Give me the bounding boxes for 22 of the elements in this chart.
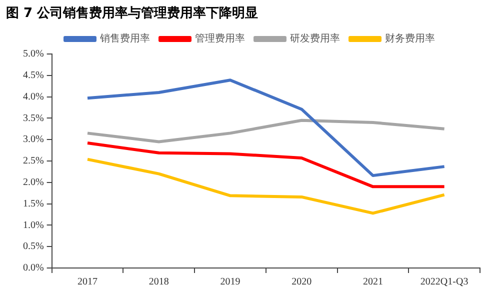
legend-label: 管理费用率 (195, 32, 245, 45)
legend-label: 财务费用率 (385, 32, 435, 45)
legend-label: 销售费用率 (99, 32, 150, 45)
x-tick-label: 2019 (220, 276, 240, 288)
y-tick-label: 1.0% (22, 220, 44, 231)
x-tick-label: 2020 (292, 276, 312, 288)
y-tick-label: 3.0% (22, 134, 44, 146)
legend-label: 研发费用率 (290, 32, 340, 45)
y-tick-label: 0.5% (22, 241, 44, 252)
x-tick-label: 2021 (362, 276, 383, 288)
y-tick-label: 0.0% (22, 262, 44, 274)
y-tick-label: 4.5% (22, 70, 44, 82)
x-tick-label: 2017 (78, 276, 98, 288)
y-tick-label: 3.5% (22, 112, 44, 124)
y-tick-label: 1.5% (22, 198, 44, 210)
y-tick-label: 4.0% (22, 91, 44, 102)
y-tick-label: 2.0% (22, 177, 44, 188)
x-tick-label: 2018 (148, 276, 169, 288)
chart-title: 图 7 公司销售费用率与管理费用率下降明显 (6, 4, 258, 22)
x-tick-label: 2022Q1-Q3 (420, 276, 468, 288)
y-tick-label: 5.0% (22, 48, 44, 60)
y-tick-label: 2.5% (22, 156, 44, 167)
